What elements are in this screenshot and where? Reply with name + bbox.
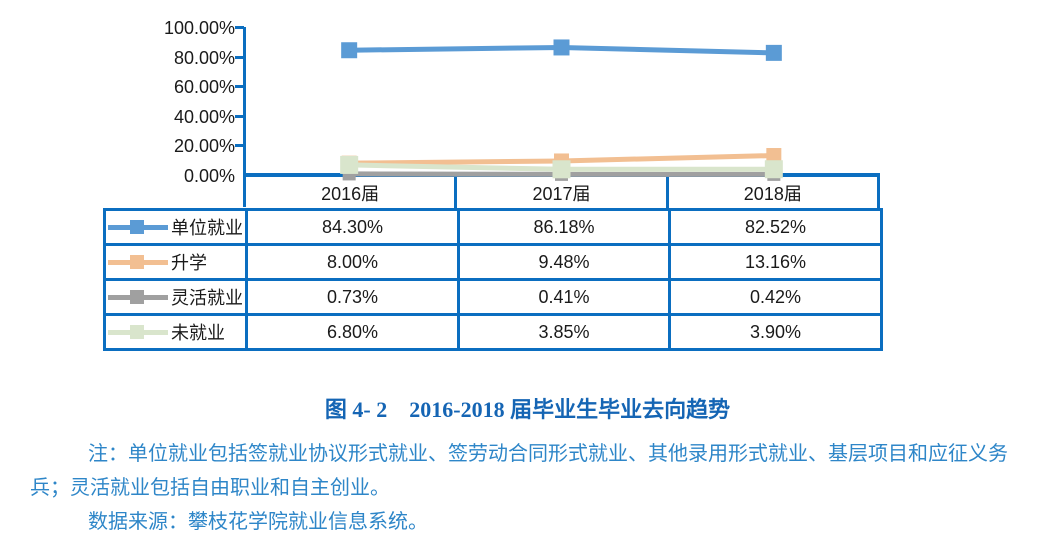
y-axis-line bbox=[243, 27, 246, 207]
figure-caption: 图 4- 2 2016-2018 届毕业生毕业去向趋势 bbox=[324, 397, 731, 422]
value-cell: 9.48% bbox=[457, 243, 671, 281]
y-axis-tick bbox=[235, 115, 244, 118]
y-axis-tick bbox=[235, 56, 244, 59]
series-0-marker-0 bbox=[341, 42, 358, 59]
value-cell: 13.16% bbox=[668, 243, 883, 281]
value-cell: 3.90% bbox=[668, 313, 883, 351]
y-axis-label: 60.00% bbox=[173, 77, 235, 97]
category-row: 2016届 2017届 2018届 bbox=[246, 177, 880, 208]
legend-cell-linghuo: 灵活就业 bbox=[103, 278, 248, 316]
note-line-1: 注：单位就业包括签就业协议形式就业、签劳动合同形式就业、其他录用形式就业、基层项… bbox=[88, 443, 1008, 465]
y-axis-label: 20.00% bbox=[173, 136, 235, 156]
table-row-danwei: 单位就业 84.30% 86.18% 82.52% bbox=[103, 208, 883, 246]
category-label-2017: 2017届 bbox=[457, 177, 669, 208]
series-3-marker-1 bbox=[552, 160, 571, 179]
y-axis-label: 100.00% bbox=[163, 18, 235, 38]
data-table: 单位就业 84.30% 86.18% 82.52% 升学 8.00% 9.48%… bbox=[103, 208, 883, 351]
series-name: 升学 bbox=[171, 253, 207, 273]
y-axis-tick bbox=[235, 85, 244, 88]
value-cell: 82.52% bbox=[668, 208, 883, 246]
value-cell: 0.42% bbox=[668, 278, 883, 316]
series-0-marker-2 bbox=[765, 44, 782, 61]
value-cell: 86.18% bbox=[457, 208, 671, 246]
legend-cell-shengxue: 升学 bbox=[103, 243, 248, 281]
value-cell: 6.80% bbox=[245, 313, 460, 351]
value-cell: 8.00% bbox=[245, 243, 460, 281]
category-label-2018: 2018届 bbox=[669, 177, 880, 208]
note-line-2: 兵；灵活就业包括自由职业和自主创业。 bbox=[30, 477, 390, 499]
table-row-weijiuye: 未就业 6.80% 3.85% 3.90% bbox=[103, 313, 883, 351]
legend-cell-weijiuye: 未就业 bbox=[103, 313, 248, 351]
series-name: 单位就业 bbox=[171, 218, 243, 238]
series-name: 未就业 bbox=[171, 323, 225, 343]
series-marker-icon bbox=[108, 289, 168, 305]
series-1-marker-2 bbox=[766, 148, 782, 164]
trend-chart-svg bbox=[340, 39, 783, 181]
series-marker-icon bbox=[108, 254, 168, 270]
table-row-shengxue: 升学 8.00% 9.48% 13.16% bbox=[103, 243, 883, 281]
table-row-linghuo: 灵活就业 0.73% 0.41% 0.42% bbox=[103, 278, 883, 316]
y-axis-label: 0.00% bbox=[183, 166, 235, 186]
series-name: 灵活就业 bbox=[171, 288, 243, 308]
value-cell: 0.73% bbox=[245, 278, 460, 316]
note-line-3: 数据来源：攀枝花学院就业信息系统。 bbox=[88, 511, 428, 533]
series-3-marker-2 bbox=[764, 160, 783, 179]
value-cell: 0.41% bbox=[457, 278, 671, 316]
series-0-marker-1 bbox=[553, 39, 570, 56]
legend-cell-danwei: 单位就业 bbox=[103, 208, 248, 246]
series-marker-icon bbox=[108, 219, 168, 235]
y-axis-label: 80.00% bbox=[173, 48, 235, 68]
category-label-2016: 2016届 bbox=[246, 177, 458, 208]
y-axis-label: 40.00% bbox=[173, 107, 235, 127]
value-cell: 3.85% bbox=[457, 313, 671, 351]
y-axis-tick bbox=[235, 144, 244, 147]
series-marker-icon bbox=[108, 324, 168, 340]
y-axis-tick bbox=[235, 26, 244, 29]
value-cell: 84.30% bbox=[245, 208, 460, 246]
series-3-marker-0 bbox=[340, 155, 359, 174]
